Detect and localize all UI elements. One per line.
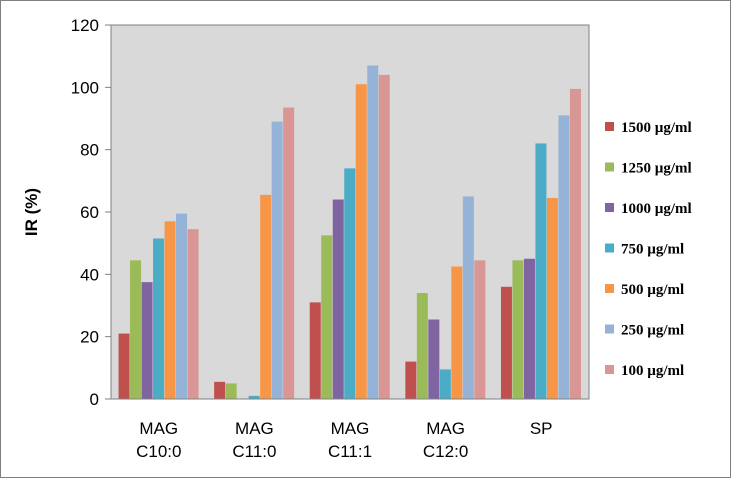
legend-swatch xyxy=(605,122,614,131)
x-category-label: C10:0 xyxy=(136,442,181,461)
bar-100-1 xyxy=(283,107,295,399)
bar-1000-3 xyxy=(428,319,440,399)
bar-1000-0 xyxy=(141,282,153,400)
bar-1250-2 xyxy=(321,235,333,400)
bar-1250-3 xyxy=(416,293,428,399)
x-categories: MAG C10:0 MAG C11:0 MAG C11:1 MAG C12:0 SP xyxy=(136,419,552,461)
legend-swatch xyxy=(605,162,614,172)
legend: 1500 µg/ml 1250 µg/ml 1000 µg/ml 750 µg/ml 5… xyxy=(605,120,692,379)
bar-100-2 xyxy=(378,74,390,400)
legend-swatch xyxy=(605,284,614,293)
bar-1500-1 xyxy=(214,381,226,399)
bar-500-2 xyxy=(355,84,367,399)
bar-250-0 xyxy=(176,213,188,399)
x-category-label: C11:0 xyxy=(232,442,276,461)
legend-label: 1000 µg/ml xyxy=(621,201,692,217)
bar-250-3 xyxy=(462,196,474,399)
bar-750-3 xyxy=(439,369,451,399)
legend-swatch xyxy=(605,243,614,253)
bar-100-4 xyxy=(569,88,581,399)
bar-250-1 xyxy=(271,121,283,400)
y-axis-label: IR (%) xyxy=(22,188,41,236)
y-tick-label: 80 xyxy=(80,141,99,160)
bar-500-3 xyxy=(451,266,463,399)
y-tick-label: 40 xyxy=(80,265,99,284)
legend-label: 250 µg/ml xyxy=(621,323,684,339)
bar-500-1 xyxy=(260,194,272,399)
bar-1000-2 xyxy=(332,199,344,399)
bars-layer xyxy=(118,65,581,400)
legend-swatch xyxy=(605,365,614,374)
bar-750-2 xyxy=(344,168,356,399)
x-category-label: MAG xyxy=(426,419,465,438)
y-tick-label: 100 xyxy=(71,78,99,97)
bar-100-3 xyxy=(474,260,486,399)
bar-250-4 xyxy=(558,115,570,399)
legend-label: 500 µg/ml xyxy=(621,282,684,298)
legend-label: 100 µg/ml xyxy=(621,363,684,379)
y-ticks: 0 20 40 60 80 100 120 xyxy=(71,16,111,409)
legend-label: 1250 µg/ml xyxy=(621,161,692,177)
bar-500-0 xyxy=(164,221,176,399)
bar-100-0 xyxy=(187,229,199,399)
x-category-label: C11:1 xyxy=(328,442,372,461)
bar-1000-4 xyxy=(523,258,535,399)
bar-500-4 xyxy=(546,197,558,399)
x-category-label: MAG xyxy=(139,419,178,438)
legend-label: 750 µg/ml xyxy=(621,242,684,258)
x-category-label: MAG xyxy=(331,419,370,438)
legend-swatch xyxy=(605,203,614,212)
bar-1250-0 xyxy=(130,260,142,399)
bar-750-1 xyxy=(248,395,260,399)
y-tick-label: 60 xyxy=(80,203,99,222)
bar-750-0 xyxy=(153,238,165,399)
bar-1500-4 xyxy=(500,286,512,399)
x-category-label: SP xyxy=(530,419,553,438)
x-category-label: MAG xyxy=(235,419,274,438)
bar-750-4 xyxy=(535,143,547,399)
legend-swatch xyxy=(605,324,614,334)
legend-label: 1500 µg/ml xyxy=(621,120,692,136)
y-tick-label: 120 xyxy=(71,16,99,35)
x-category-label: C12:0 xyxy=(423,442,468,461)
bar-1500-3 xyxy=(405,361,417,399)
bar-1500-2 xyxy=(309,302,321,399)
bar-1500-0 xyxy=(118,333,130,399)
y-tick-label: 20 xyxy=(80,328,99,347)
y-tick-label: 0 xyxy=(90,390,99,409)
bar-1250-1 xyxy=(225,383,237,399)
bar-250-2 xyxy=(367,65,379,400)
bar-1250-4 xyxy=(512,260,524,399)
